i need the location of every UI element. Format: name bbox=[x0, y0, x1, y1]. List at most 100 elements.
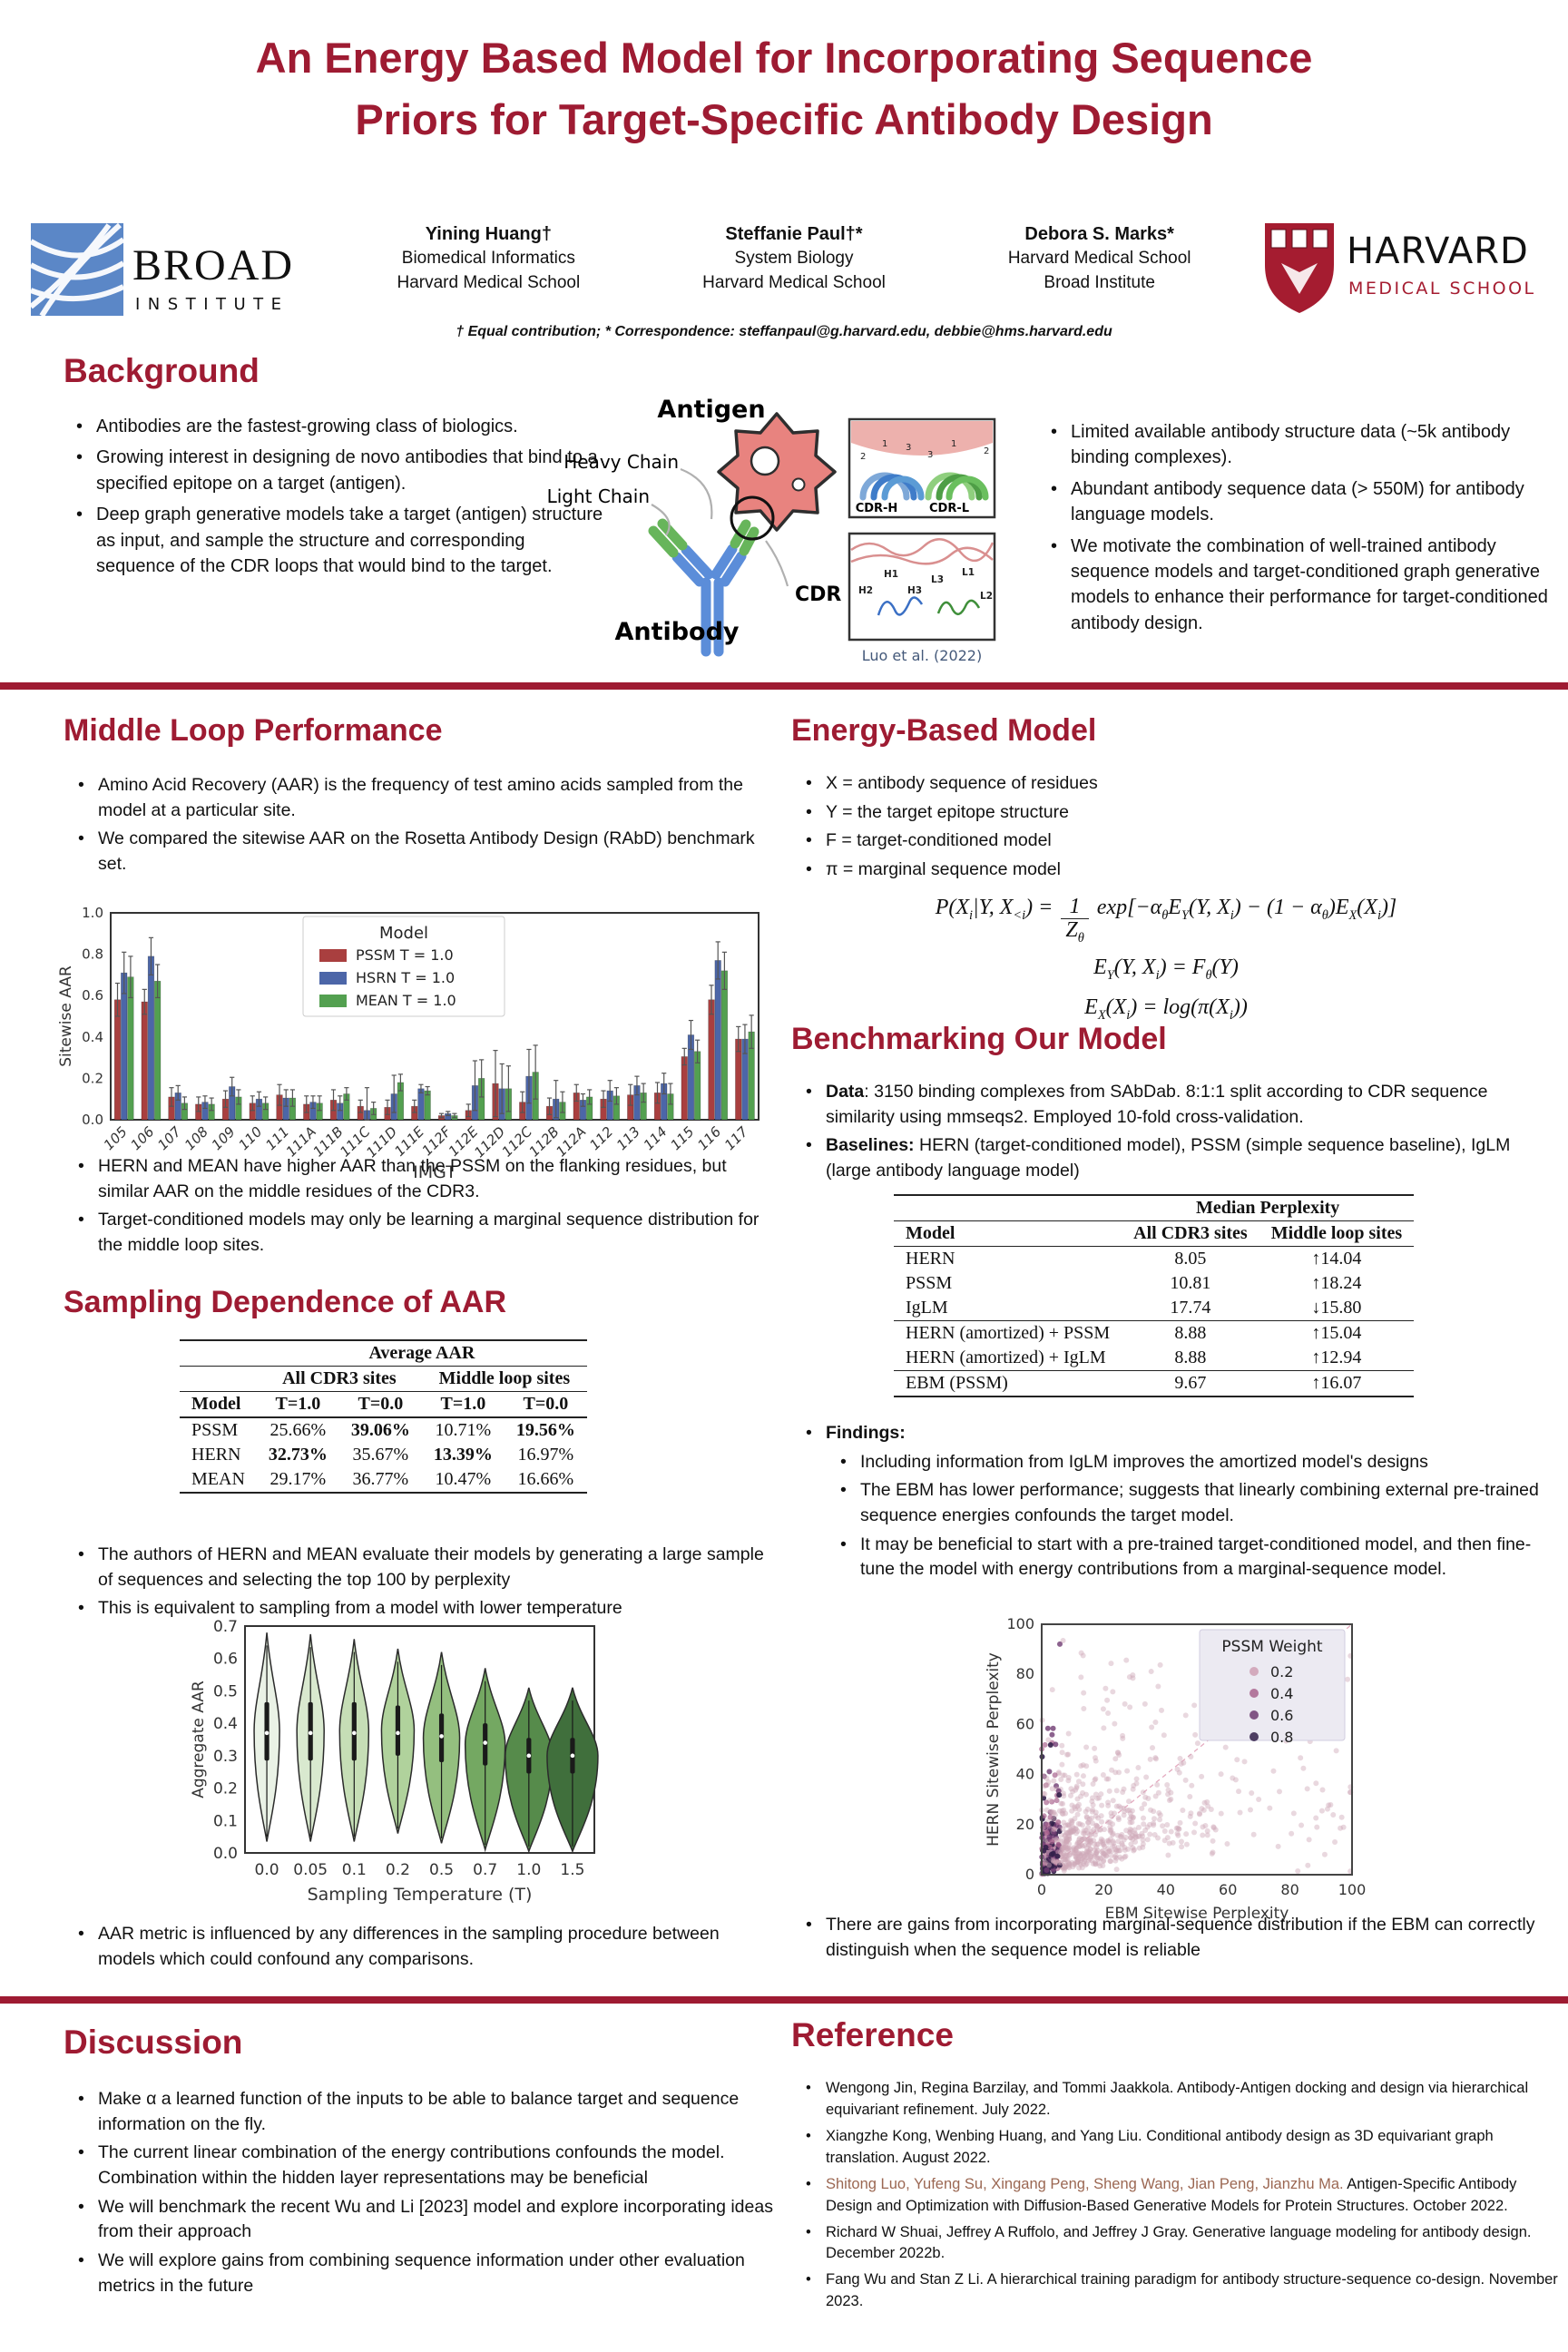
svg-text:109: 109 bbox=[209, 1123, 239, 1153]
bullet-item: AAR metric is influenced by any differen… bbox=[74, 1922, 775, 1972]
equation-line: EY(Y, Xi) = Fθ(Y) bbox=[1093, 956, 1239, 983]
svg-text:L1: L1 bbox=[962, 567, 975, 578]
svg-text:0.2: 0.2 bbox=[386, 1861, 410, 1879]
svg-text:0.2: 0.2 bbox=[82, 1070, 103, 1086]
figure-citation: Luo et al. (2022) bbox=[862, 647, 982, 664]
bullet-item: It may be beneficial to start with a pre… bbox=[837, 1533, 1552, 1583]
sitewise-aar-bar-chart: 0.0 0.2 0.4 0.6 0.8 1.0 Sitewise AAR 105 106 107 1… bbox=[56, 902, 773, 1191]
svg-text:0.7: 0.7 bbox=[473, 1861, 497, 1879]
svg-text:3: 3 bbox=[906, 443, 911, 453]
svg-text:3: 3 bbox=[927, 450, 933, 460]
antigen-label: Antigen bbox=[657, 396, 765, 424]
author-name: Yining Huang† bbox=[425, 224, 552, 244]
svg-text:0.7: 0.7 bbox=[213, 1619, 238, 1636]
svg-text:0.0: 0.0 bbox=[213, 1845, 238, 1863]
antibody-antigen-figure: Antigen Heavy Chain Light Chain CDR Anti… bbox=[543, 381, 996, 690]
cdr-loop-numbers: 2 1 3 3 1 2 bbox=[860, 439, 989, 462]
svg-text:115: 115 bbox=[667, 1123, 697, 1153]
section-divider-top bbox=[0, 682, 1568, 690]
bullet-item: Deep graph generative models take a targ… bbox=[73, 502, 608, 579]
svg-text:80: 80 bbox=[1016, 1665, 1034, 1682]
svg-text:PSSM T = 1.0: PSSM T = 1.0 bbox=[356, 946, 454, 964]
author-card: Yining Huang† Biomedical Informatics Harva… bbox=[336, 221, 642, 295]
bullet-item: There are gains from incorporating margi… bbox=[802, 1913, 1548, 1963]
harvard-shield-books bbox=[1270, 229, 1328, 294]
svg-text:1: 1 bbox=[882, 439, 887, 449]
bullet-item: Data: 3150 binding complexes from SAbDab… bbox=[802, 1080, 1548, 1130]
bullet-item: HERN and MEAN have higher AAR than the P… bbox=[74, 1154, 766, 1204]
bullet-item: π = marginal sequence model bbox=[802, 858, 1528, 883]
correspondence-line: † Equal contribution; * Correspondence: … bbox=[456, 324, 1112, 339]
bullet-item: Antibodies are the fastest-growing class… bbox=[73, 414, 608, 440]
author-line: System Biology bbox=[734, 249, 854, 268]
discussion-heading: Discussion bbox=[64, 2024, 243, 2061]
svg-text:MEAN T = 1.0: MEAN T = 1.0 bbox=[356, 992, 456, 1009]
harvard-logo-subword: MEDICAL SCHOOL bbox=[1348, 279, 1536, 299]
findings-block: Findings: Including information from IgL… bbox=[797, 1421, 1552, 1586]
findings-label-list: Findings: bbox=[797, 1421, 1552, 1446]
broad-logo-subword: INSTITUTE bbox=[135, 295, 289, 314]
svg-text:40: 40 bbox=[1157, 1881, 1175, 1898]
l-loops-curve bbox=[936, 599, 981, 616]
page-title-text: An Energy Based Model for Incorporating … bbox=[255, 34, 1313, 144]
antigen-icon bbox=[717, 412, 837, 532]
energy-model-bullets: X = antibody sequence of residues Y = the… bbox=[797, 771, 1528, 887]
reference-item: Shitong Luo, Yufeng Su, Xingang Peng, Sh… bbox=[802, 2174, 1566, 2218]
svg-text:Model: Model bbox=[379, 924, 428, 943]
bullet-item: The current linear combination of the en… bbox=[74, 2141, 775, 2190]
reference-item: Wengong Jin, Regina Barzilay, and Tommi … bbox=[802, 2078, 1566, 2122]
author-card: Debora S. Marks* Harvard Medical School Br… bbox=[946, 221, 1252, 295]
bullet-item: Baselines: HERN (target-conditioned mode… bbox=[802, 1133, 1548, 1183]
antibody-label: Antibody bbox=[614, 618, 739, 646]
antigen-hole-small bbox=[791, 477, 806, 492]
svg-text:Sitewise AAR: Sitewise AAR bbox=[57, 965, 75, 1067]
cdr-l-label: CDR-L bbox=[929, 502, 969, 515]
section-divider-bottom bbox=[0, 1996, 1568, 2004]
svg-text:0.6: 0.6 bbox=[82, 987, 103, 1004]
svg-text:1.0: 1.0 bbox=[516, 1861, 541, 1879]
svg-text:117: 117 bbox=[721, 1123, 751, 1153]
svg-text:107: 107 bbox=[154, 1123, 184, 1153]
bullet-item: Limited available antibody structure dat… bbox=[1047, 419, 1561, 471]
svg-text:0.8: 0.8 bbox=[82, 946, 103, 963]
background-right-bullets: Limited available antibody structure dat… bbox=[1042, 419, 1561, 642]
bullet-item: We motivate the combination of well-trai… bbox=[1047, 534, 1561, 637]
svg-text:Aggregate AAR: Aggregate AAR bbox=[190, 1681, 208, 1798]
svg-text:HERN Sitewise Perplexity: HERN Sitewise Perplexity bbox=[985, 1652, 1003, 1847]
author-name: Steffanie Paul†* bbox=[725, 224, 863, 244]
svg-text:0.1: 0.1 bbox=[213, 1812, 238, 1830]
svg-text:1.5: 1.5 bbox=[560, 1861, 584, 1879]
equation-line: P(Xi|Y, X<i) = 1 Zθ exp[−αθEY(Y, Xi) − (1… bbox=[935, 895, 1397, 946]
author-line: Harvard Medical School bbox=[1007, 249, 1191, 268]
sampling-bullets: The authors of HERN and MEAN evaluate th… bbox=[69, 1543, 775, 1625]
bullet-item: The EBM has lower performance; suggests … bbox=[837, 1478, 1552, 1528]
svg-text:0.5: 0.5 bbox=[429, 1861, 454, 1879]
broad-logo-word: BROAD bbox=[132, 241, 294, 289]
findings-label: Findings: bbox=[802, 1421, 1552, 1446]
svg-text:L2: L2 bbox=[980, 591, 993, 602]
reference-heading: Reference bbox=[791, 2016, 954, 2053]
svg-text:0.2: 0.2 bbox=[213, 1780, 238, 1798]
svg-text:113: 113 bbox=[613, 1123, 643, 1153]
svg-text:PSSM Weight: PSSM Weight bbox=[1221, 1638, 1322, 1656]
benchmarking-bullets: Data: 3150 binding complexes from SAbDab… bbox=[797, 1080, 1548, 1188]
svg-text:105: 105 bbox=[101, 1123, 131, 1153]
figure-label-arrows bbox=[651, 467, 789, 587]
author-block: Yining Huang† Biomedical Informatics Harva… bbox=[336, 221, 1252, 295]
structure-inset: H2 H1 H3 L3 L1 L2 bbox=[848, 532, 996, 642]
svg-text:60: 60 bbox=[1016, 1715, 1034, 1732]
bullet-item: F = target-conditioned model bbox=[802, 828, 1528, 854]
bullet-item: Y = the target epitope structure bbox=[802, 800, 1528, 826]
background-heading: Background bbox=[64, 352, 260, 389]
bullet-item: We compared the sitewise AAR on the Rose… bbox=[74, 827, 766, 877]
svg-text:20: 20 bbox=[1094, 1881, 1112, 1898]
svg-text:0.0: 0.0 bbox=[82, 1112, 103, 1128]
aggregate-aar-violin-plot: 0.0 0.1 0.2 0.3 0.4 0.5 0.6 0.7 Aggregate AAR 0.0… bbox=[189, 1618, 769, 1925]
antibody-icon bbox=[648, 518, 760, 657]
middle-loop-bullets: Amino Acid Recovery (AAR) is the frequen… bbox=[69, 773, 766, 881]
svg-text:0.4: 0.4 bbox=[82, 1029, 103, 1045]
svg-text:0.8: 0.8 bbox=[1270, 1729, 1293, 1746]
author-line: Broad Institute bbox=[1044, 272, 1155, 292]
heavy-chain-label: Heavy Chain bbox=[564, 451, 679, 473]
